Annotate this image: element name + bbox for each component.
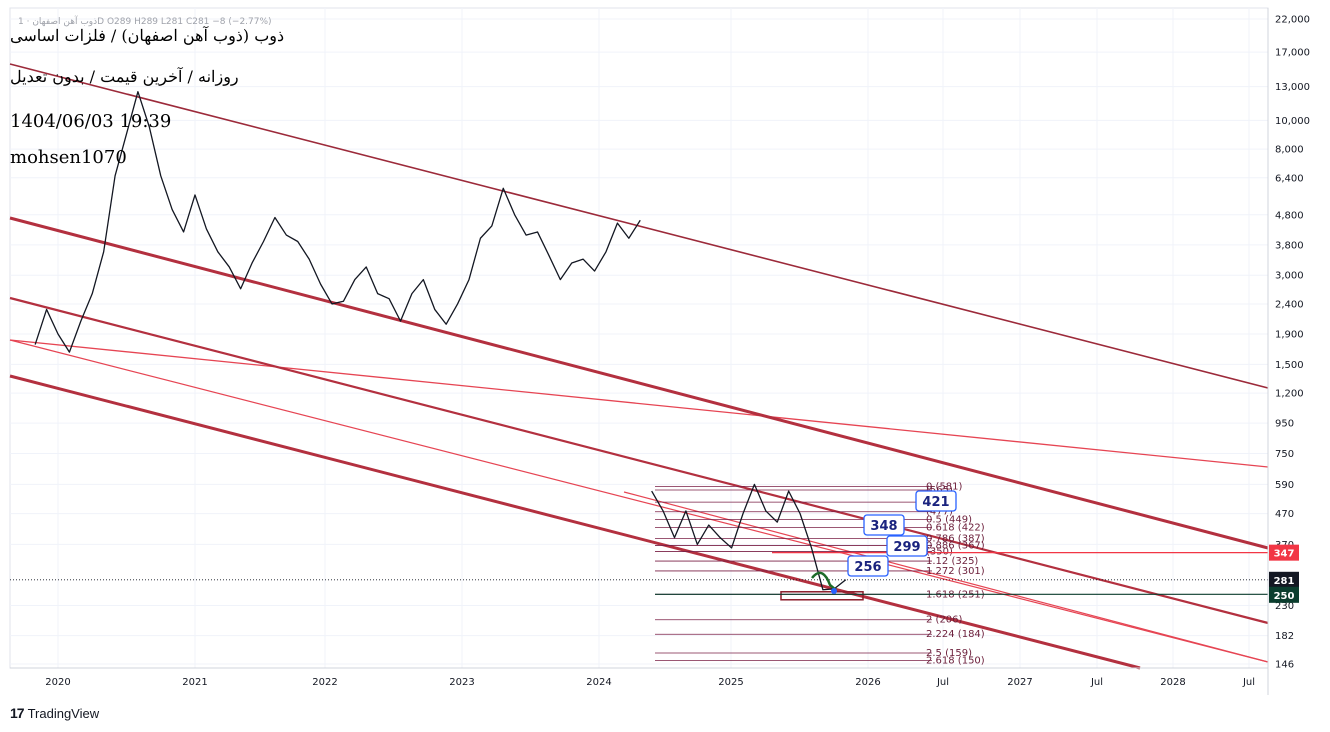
callout-box <box>863 514 905 536</box>
time-tick-label: 2026 <box>855 677 880 688</box>
price-tick-label: 6,400 <box>1275 173 1304 184</box>
price-tag-label: 250 <box>1274 591 1295 602</box>
time-tick-label: Jul <box>1090 677 1103 688</box>
brand-name: TradingView <box>27 705 100 721</box>
price-tick-label: 182 <box>1275 631 1294 642</box>
time-tick-label: 2022 <box>312 677 337 688</box>
trend-line-5 <box>9 339 1269 663</box>
chart-grid <box>9 7 1269 669</box>
time-tick-label: 2024 <box>586 677 611 688</box>
time-tick-label: Jul <box>936 677 949 688</box>
trend-line-2 <box>9 216 1269 550</box>
trend-channels <box>9 63 1269 670</box>
callout-label: 256 <box>854 560 881 575</box>
price-tick-label: 3,800 <box>1275 240 1304 251</box>
price-tag-box <box>1269 586 1299 603</box>
callouts: 421 348 299 256 <box>811 490 957 594</box>
price-tag-box <box>1269 544 1299 561</box>
price-tick-label: 470 <box>1275 509 1294 520</box>
price-line-after-split <box>651 483 847 591</box>
time-tick-label: Jul <box>1242 677 1255 688</box>
price-tick-label: 1,200 <box>1275 389 1304 400</box>
time-tick-label: 2023 <box>449 677 474 688</box>
fib-level-label: 1.12 (325) <box>926 556 978 567</box>
price-tag-label: 281 <box>1274 576 1295 587</box>
fib-level-label: (350) <box>926 547 953 558</box>
projection-path <box>811 571 837 591</box>
price-tick-label: 750 <box>1275 449 1294 460</box>
price-tick-label: 8,000 <box>1275 145 1304 156</box>
fib-level-label: 0.886 (367) <box>926 540 985 551</box>
tradingview-brand[interactable]: 17 TradingView <box>10 705 99 721</box>
callout-box <box>847 555 889 577</box>
time-tick-label: 2027 <box>1007 677 1032 688</box>
callout-label: 299 <box>893 540 920 555</box>
horizontal-lines <box>10 552 1268 595</box>
callout-box <box>915 490 957 512</box>
chart-author: mohsen1070 <box>10 147 127 168</box>
price-tick-label: 590 <box>1275 480 1294 491</box>
price-series <box>34 91 847 591</box>
fib-level-label: 0 (581) <box>926 481 963 492</box>
trend-line-3 <box>9 296 1269 625</box>
fib-level-label: 0.5 (449) <box>926 515 972 526</box>
price-tick-label: 1,900 <box>1275 329 1304 340</box>
price-tick-label: 230 <box>1275 601 1294 612</box>
price-tick-label: 17,000 <box>1275 48 1310 59</box>
fib-level-label: 2.5 (159) <box>926 648 972 659</box>
time-axis[interactable]: 2020 2021 2022 2023 2024 2025 2026 Jul 2027 Jul 20… <box>10 667 1268 688</box>
anchor-point <box>831 588 837 594</box>
fib-level-label: 2.224 (184) <box>926 629 985 640</box>
trend-line-4 <box>9 374 1141 670</box>
fib-level-label: 0.618 (422) <box>926 522 985 533</box>
price-tick-label: 10,000 <box>1275 116 1310 127</box>
fib-level-label: 2.618 (150) <box>926 656 985 667</box>
fib-level-label: 1.272 (301) <box>926 566 985 577</box>
chart-subtitle: روزانه / آخرین قیمت / بدون تعدیل <box>10 67 239 86</box>
fib-level-label: 2 (206) <box>926 615 963 626</box>
plot-area <box>9 7 1269 669</box>
fib-level-label: 0.786 (387) <box>926 534 985 545</box>
price-tick-label: 13,000 <box>1275 82 1310 93</box>
time-tick-label: 2020 <box>45 677 70 688</box>
support-box <box>780 591 864 601</box>
price-tick-label: 3,000 <box>1275 271 1304 282</box>
price-tag-label: 347 <box>1274 549 1295 560</box>
time-tick-label: 2025 <box>718 677 743 688</box>
price-tick-label: 950 <box>1275 419 1294 430</box>
price-tick-label: 2,400 <box>1275 299 1304 310</box>
price-tags: 347 281 250 <box>1269 544 1299 603</box>
time-tick-label: 2021 <box>182 677 207 688</box>
chart-title: ذوب (ذوب آهن اصفهان) / فلزات اساسی <box>10 26 285 45</box>
callout-label: 348 <box>870 519 897 534</box>
price-tick-label: 4,800 <box>1275 210 1304 221</box>
callout-label: 421 <box>922 495 949 510</box>
chart-datetime: 1404/06/03 19:39 <box>10 111 172 132</box>
ohlc-line: ذوب آهن اصفهان · 1D O289 H289 L281 C281 … <box>18 17 272 27</box>
price-tick-label: 1,500 <box>1275 360 1304 371</box>
price-tag-box <box>1269 571 1299 588</box>
time-tick-label: 2028 <box>1160 677 1185 688</box>
price-tick-label: 146 <box>1275 660 1294 671</box>
trend-line-6 <box>623 491 1269 663</box>
trend-line-1 <box>9 339 1269 468</box>
fib-extension: 0 (581)(565)(514)(477)0.5 (449)0.618 (42… <box>655 481 985 667</box>
price-tick-label: 22,000 <box>1275 15 1310 26</box>
price-line-before-split <box>34 91 641 353</box>
callout-box <box>886 535 928 557</box>
fib-level-label: (477) <box>926 507 953 518</box>
tradingview-logo-icon: 17 <box>10 705 25 721</box>
trend-line-0 <box>9 63 1269 389</box>
